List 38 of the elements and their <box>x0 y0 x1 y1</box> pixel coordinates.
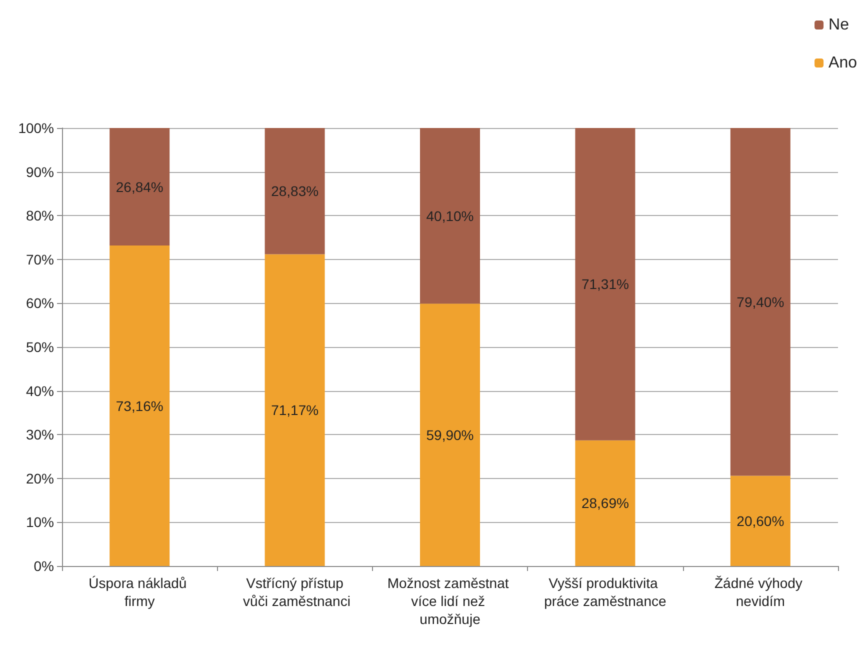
bar <box>730 476 790 566</box>
bar <box>110 246 170 566</box>
data-label: 26,84% <box>116 178 164 195</box>
y-tick-label: 0% <box>34 558 54 574</box>
bar <box>110 128 170 246</box>
y-tick-label: 60% <box>26 295 54 312</box>
x-tick-label: Možnost zaměstnat více lidí než umožňuje <box>387 575 513 627</box>
y-tick-label: 40% <box>26 382 54 399</box>
data-label: 40,10% <box>426 208 474 224</box>
bar <box>575 440 636 566</box>
y-tick-label: 50% <box>26 339 54 355</box>
legend-label: Ne <box>828 16 850 34</box>
data-label: 20,60% <box>736 512 784 529</box>
y-tick-label: 30% <box>26 426 54 443</box>
y-tick-label: 10% <box>26 514 54 530</box>
x-tick-label: Vyšší produktivita práce zaměstnance <box>544 575 666 609</box>
data-label: 73,16% <box>116 398 164 414</box>
bar <box>575 128 636 440</box>
data-label: 28,69% <box>581 495 629 512</box>
data-label: 59,90% <box>426 426 474 443</box>
legend-label: Ano <box>828 54 858 72</box>
bar <box>264 254 325 566</box>
bar <box>420 128 480 304</box>
x-tick-label: Úspora nákladů firmy <box>88 575 191 609</box>
y-tick-label: 70% <box>26 251 54 268</box>
y-tick-label: 80% <box>26 208 54 224</box>
x-tick-label: Vstřícný přístup vůči zaměstnanci <box>239 575 350 609</box>
data-label: 71,17% <box>271 402 319 418</box>
data-label: 71,31% <box>581 276 629 292</box>
y-tick-label: 20% <box>26 470 54 486</box>
data-label: 79,40% <box>736 294 784 310</box>
data-label: 28,83% <box>271 183 319 200</box>
y-tick-label: 100% <box>18 120 54 136</box>
bar <box>420 304 480 566</box>
bar <box>730 128 790 476</box>
bar <box>264 128 325 254</box>
x-tick-label: Žádné výhody nevidím <box>714 575 806 609</box>
y-tick-label: 90% <box>26 164 54 180</box>
